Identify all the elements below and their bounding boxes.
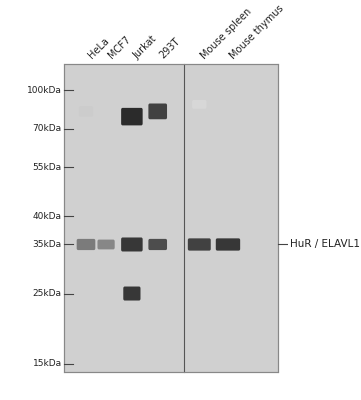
Text: HuR / ELAVL1: HuR / ELAVL1 bbox=[290, 240, 360, 250]
Text: 40kDa: 40kDa bbox=[32, 212, 62, 221]
FancyBboxPatch shape bbox=[65, 64, 278, 372]
Text: 35kDa: 35kDa bbox=[32, 240, 62, 249]
FancyBboxPatch shape bbox=[216, 238, 240, 251]
FancyBboxPatch shape bbox=[100, 108, 113, 118]
Text: Mouse spleen: Mouse spleen bbox=[199, 6, 254, 60]
Text: 70kDa: 70kDa bbox=[32, 124, 62, 133]
FancyBboxPatch shape bbox=[121, 108, 143, 125]
Text: Mouse thymus: Mouse thymus bbox=[228, 3, 286, 60]
FancyBboxPatch shape bbox=[97, 240, 115, 249]
Text: 15kDa: 15kDa bbox=[32, 359, 62, 368]
FancyBboxPatch shape bbox=[148, 104, 167, 119]
FancyBboxPatch shape bbox=[188, 238, 211, 251]
Text: 25kDa: 25kDa bbox=[32, 289, 62, 298]
Text: Jurkat: Jurkat bbox=[132, 33, 159, 60]
Text: 100kDa: 100kDa bbox=[27, 86, 62, 95]
FancyBboxPatch shape bbox=[77, 239, 95, 250]
FancyBboxPatch shape bbox=[123, 286, 140, 300]
Text: MCF7: MCF7 bbox=[106, 34, 132, 60]
FancyBboxPatch shape bbox=[121, 238, 143, 252]
Text: 55kDa: 55kDa bbox=[32, 163, 62, 172]
FancyBboxPatch shape bbox=[148, 239, 167, 250]
FancyBboxPatch shape bbox=[192, 100, 206, 109]
FancyBboxPatch shape bbox=[79, 106, 93, 117]
Text: HeLa: HeLa bbox=[86, 36, 111, 60]
Text: 293T: 293T bbox=[158, 36, 182, 60]
